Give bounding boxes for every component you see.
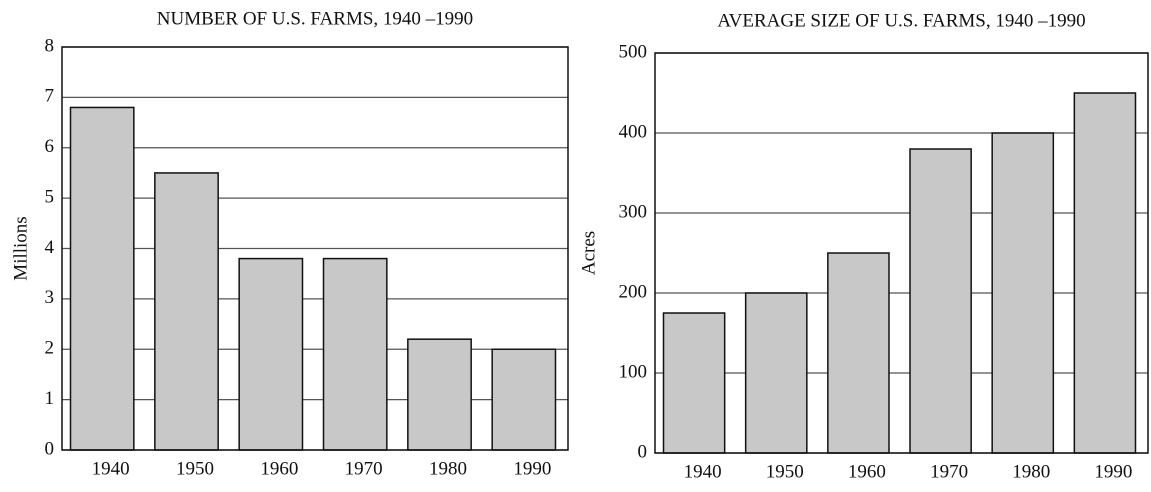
plot-frame <box>654 52 1149 454</box>
y-tick-label: 400 <box>619 121 648 142</box>
y-tick-label: 7 <box>45 86 55 107</box>
y-tick-label: 300 <box>619 201 648 222</box>
bar <box>69 106 135 451</box>
bar <box>1073 92 1137 454</box>
y-axis-label: Millions <box>10 216 31 280</box>
x-tick-label: 1950 <box>176 458 214 479</box>
y-tick-label: 5 <box>45 186 55 207</box>
x-tick-label: 1970 <box>345 458 383 479</box>
x-tick-label: 1940 <box>92 458 130 479</box>
x-tick-label: 1940 <box>684 461 722 482</box>
y-tick-label: 0 <box>45 438 55 459</box>
chart-title: NUMBER OF U.S. FARMS, 1940 –1990 <box>157 8 473 29</box>
chart-title: AVERAGE SIZE OF U.S. FARMS, 1940 –1990 <box>717 10 1085 31</box>
bar <box>909 148 972 454</box>
y-axis-label: Acres <box>578 231 599 275</box>
x-tick-label: 1980 <box>429 458 467 479</box>
y-tick-label: 500 <box>619 41 648 62</box>
bar <box>322 257 388 451</box>
x-tick-label: 1990 <box>513 458 551 479</box>
y-tick-label: 1 <box>45 388 55 409</box>
x-tick-label: 1990 <box>1094 461 1132 482</box>
plot-frame <box>61 46 569 451</box>
y-tick-label: 6 <box>45 136 55 157</box>
x-tick-label: 1970 <box>930 461 968 482</box>
x-tick-label: 1980 <box>1012 461 1050 482</box>
bar <box>154 172 219 451</box>
x-tick-label: 1950 <box>766 461 804 482</box>
bar <box>827 252 890 454</box>
y-tick-label: 4 <box>45 237 55 258</box>
y-tick-label: 8 <box>45 35 55 56</box>
y-tick-label: 3 <box>45 287 55 308</box>
bar <box>491 348 557 451</box>
bar <box>407 338 472 451</box>
y-tick-label: 0 <box>638 441 648 462</box>
y-tick-label: 100 <box>619 361 648 382</box>
x-tick-label: 1960 <box>260 458 298 479</box>
bar <box>991 132 1055 454</box>
y-tick-label: 200 <box>619 281 648 302</box>
bar <box>744 292 808 454</box>
x-tick-label: 1960 <box>848 461 886 482</box>
bar <box>238 257 304 451</box>
bar <box>662 312 726 454</box>
y-tick-label: 2 <box>45 338 55 359</box>
